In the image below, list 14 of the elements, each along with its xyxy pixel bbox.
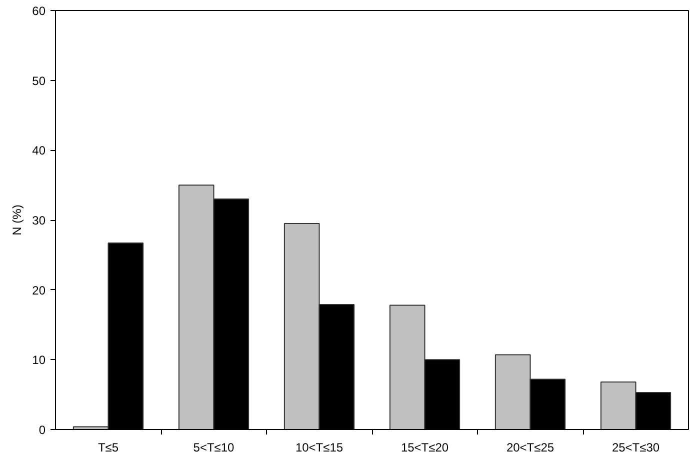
y-tick-label: 10	[32, 353, 46, 368]
x-tick-label: T≤5	[98, 440, 119, 454]
y-tick-label: 30	[32, 214, 46, 228]
y-tick-label: 50	[32, 74, 46, 88]
y-tick-label: 0	[38, 423, 46, 437]
y-tick-label: 40	[32, 144, 46, 158]
x-tick-label: 15<T≤20	[400, 440, 449, 454]
y-axis-title: N (%)	[10, 204, 24, 236]
y-tick-label: 20	[32, 283, 46, 298]
x-tick-label: 5<T≤10	[193, 440, 235, 454]
x-tick-label: 25<T≤30	[612, 440, 660, 454]
x-tick-label: 20<T≤25	[506, 440, 554, 454]
y-tick-label: 60	[32, 4, 46, 18]
x-tick-label: 10<T≤15	[295, 440, 344, 454]
